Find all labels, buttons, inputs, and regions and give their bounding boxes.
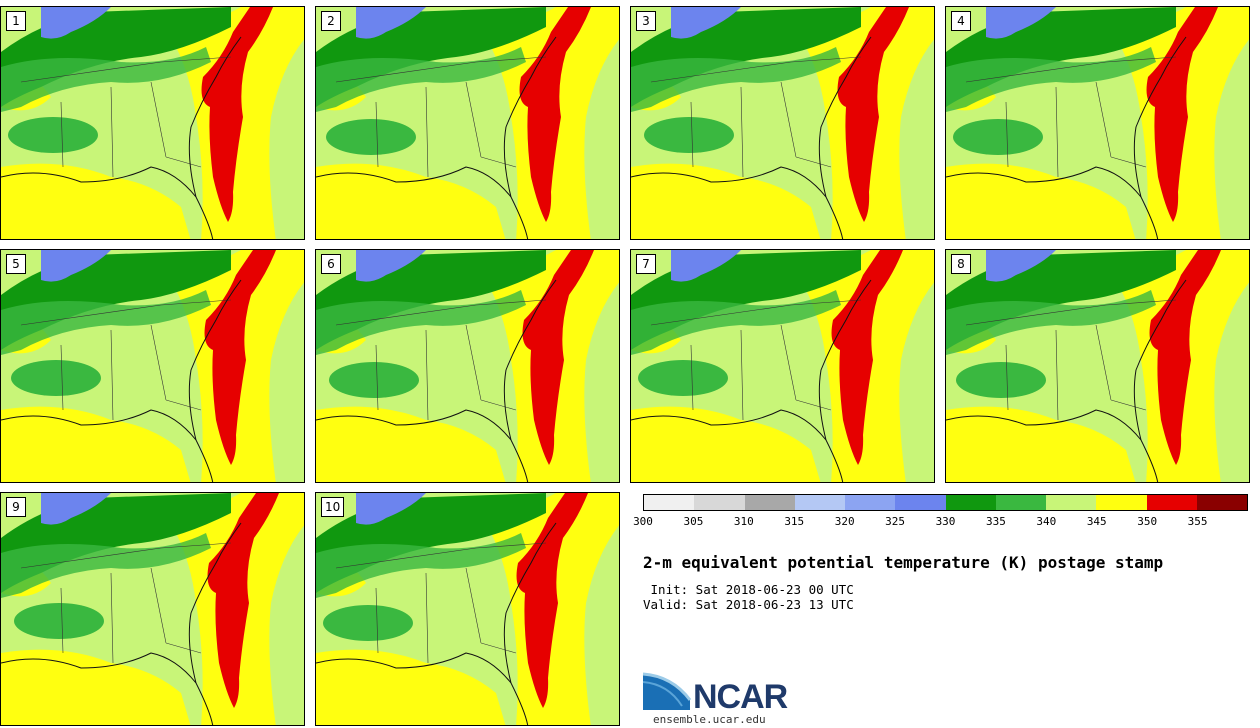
member-label: 10 [321, 497, 345, 517]
colorbar-swatch [794, 495, 845, 510]
member-label: 8 [951, 254, 971, 274]
logo-text: NCAR [693, 678, 788, 716]
ncar-logo-icon [642, 672, 692, 710]
map-panel: 10 [315, 492, 620, 726]
colorbar-tick-label: 330 [935, 515, 956, 528]
colorbar-swatch [1096, 495, 1147, 510]
colorbar-swatch [694, 495, 745, 510]
colorbar-swatch [845, 495, 896, 510]
map-panel: 8 [945, 249, 1250, 483]
ensemble-member-map [946, 7, 1249, 239]
map-panel: 3 [630, 6, 935, 240]
map-panel: 9 [0, 492, 305, 726]
member-label: 5 [6, 254, 26, 274]
colorbar-tick-label: 350 [1137, 515, 1158, 528]
colorbar-tick-label: 325 [885, 515, 906, 528]
map-panel: 4 [945, 6, 1250, 240]
ensemble-member-map [316, 250, 619, 482]
member-label: 1 [6, 11, 26, 31]
map-panel: 6 [315, 249, 620, 483]
colorbar-ticks: 300 305 310 315 320 325 330 335 340 345 350 355 [633, 515, 1243, 529]
valid-time: Valid: Sat 2018-06-23 13 UTC [643, 597, 854, 612]
colorbar-tick-label: 300 [633, 515, 653, 528]
colorbar-swatch [644, 495, 695, 510]
map-panel: 7 [630, 249, 935, 483]
init-time: Init: Sat 2018-06-23 00 UTC [643, 582, 854, 597]
member-label: 3 [636, 11, 656, 31]
colorbar-swatch [945, 495, 996, 510]
member-label: 2 [321, 11, 341, 31]
colorbar-swatch [1046, 495, 1097, 510]
ensemble-member-map [1, 250, 304, 482]
colorbar-swatch [1146, 495, 1197, 510]
map-panel: 1 [0, 6, 305, 240]
ensemble-member-map [1, 7, 304, 239]
ensemble-member-map [316, 493, 619, 725]
colorbar-tick-label: 340 [1036, 515, 1057, 528]
plot-title: 2-m equivalent potential temperature (K)… [643, 553, 1164, 572]
colorbar-swatch [1196, 495, 1247, 510]
ensemble-member-map [1, 493, 304, 725]
colorbar-tick-label: 305 [683, 515, 704, 528]
ensemble-member-map [631, 250, 934, 482]
map-panel: 5 [0, 249, 305, 483]
map-panel: 2 [315, 6, 620, 240]
colorbar-swatch [895, 495, 946, 510]
colorbar-swatch [744, 495, 795, 510]
ensemble-member-map [316, 7, 619, 239]
colorbar-tick-label: 320 [834, 515, 855, 528]
site-url: ensemble.ucar.edu [653, 713, 766, 726]
colorbar [643, 494, 1248, 511]
colorbar-swatch [995, 495, 1046, 510]
colorbar-tick-label: 335 [985, 515, 1006, 528]
colorbar-tick-label: 310 [733, 515, 754, 528]
ensemble-member-map [631, 7, 934, 239]
member-label: 4 [951, 11, 971, 31]
ensemble-member-map [946, 250, 1249, 482]
colorbar-tick-label: 345 [1086, 515, 1107, 528]
member-label: 6 [321, 254, 341, 274]
colorbar-tick-label: 355 [1187, 515, 1208, 528]
member-label: 7 [636, 254, 656, 274]
colorbar-tick-label: 315 [784, 515, 805, 528]
member-label: 9 [6, 497, 26, 517]
